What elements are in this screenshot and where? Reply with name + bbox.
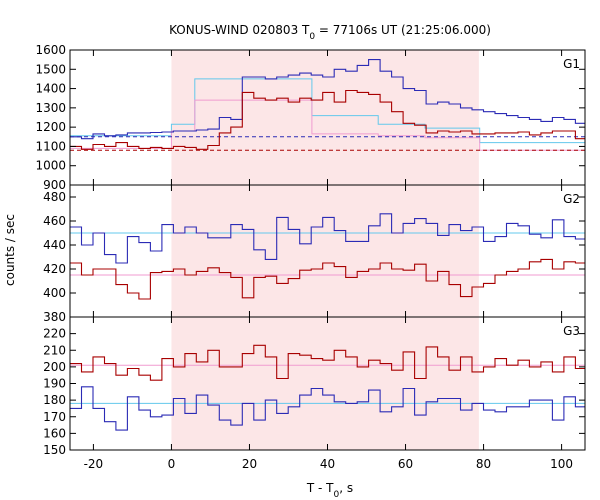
panel-0-ytick-label: 900 — [43, 178, 66, 192]
panel-2-series-blue — [70, 386, 585, 431]
panel-2-ytick-label: 200 — [43, 360, 66, 374]
x-tick-label: 0 — [168, 457, 176, 471]
panel-2-ytick-label: 150 — [43, 443, 66, 457]
x-tick-label: 40 — [320, 457, 335, 471]
panel-2-label: G3 — [563, 324, 580, 338]
panel-0-label: G1 — [563, 57, 580, 71]
panel-1-series-blue — [70, 213, 585, 264]
panel-1-series-red — [70, 258, 585, 300]
chart-title-sub: 0 — [309, 32, 315, 42]
frame-layer — [69, 49, 586, 451]
panel-0-ytick-label: 1500 — [35, 62, 66, 76]
panel-2-ytick-label: 160 — [43, 426, 66, 440]
shade-layer — [171, 50, 479, 450]
panel-0-ytick-label: 1100 — [35, 139, 66, 153]
panel-0-ytick-label: 1400 — [35, 82, 66, 96]
panel-1-data — [70, 213, 585, 300]
panel-1-ytick-label: 380 — [43, 310, 66, 324]
panel-2-ytick-label: 220 — [43, 327, 66, 341]
panel-1-ytick-label: 400 — [43, 286, 66, 300]
x-axis-title: T - T0, s — [306, 481, 353, 500]
y-axis-title: counts / sec — [3, 214, 17, 286]
data-layer — [70, 59, 585, 431]
x-tick-label: 20 — [242, 457, 257, 471]
x-tick-label: 80 — [476, 457, 491, 471]
panel-0-series-blue — [70, 59, 585, 140]
panel-0-rebinned-cyan — [70, 78, 585, 144]
panel-1-ytick-label: 420 — [43, 262, 66, 276]
panel-0-ytick-label: 1600 — [35, 43, 66, 57]
burst-interval-shade — [171, 50, 479, 450]
panel-0-ytick-label: 1300 — [35, 101, 66, 115]
panel-0-series-red — [70, 89, 585, 150]
panel-2-series-red — [70, 344, 585, 381]
x-axis-title-sub: 0 — [334, 490, 340, 500]
panel-1-ytick-label: 440 — [43, 238, 66, 252]
panel-2-ytick-label: 170 — [43, 410, 66, 424]
panel-0-ytick-label: 1200 — [35, 120, 66, 134]
x-tick-label: -20 — [84, 457, 104, 471]
x-tick-label: 100 — [550, 457, 573, 471]
panel-2-ytick-label: 210 — [43, 343, 66, 357]
label-layer: 9001000110012001300140015001600G13804004… — [35, 43, 580, 471]
panel-2-data — [70, 344, 585, 431]
panel-0-ytick-label: 1000 — [35, 159, 66, 173]
chart-title: KONUS-WIND 020803 T0 = 77106s UT (21:25:… — [169, 23, 491, 42]
x-tick-label: 60 — [398, 457, 413, 471]
panel-1-label: G2 — [563, 192, 580, 206]
panel-1-ytick-label: 460 — [43, 214, 66, 228]
panel-2-ytick-label: 190 — [43, 377, 66, 391]
panel-0-data — [70, 59, 585, 151]
panel-2-ytick-label: 180 — [43, 393, 66, 407]
panel-1-ytick-label: 480 — [43, 190, 66, 204]
